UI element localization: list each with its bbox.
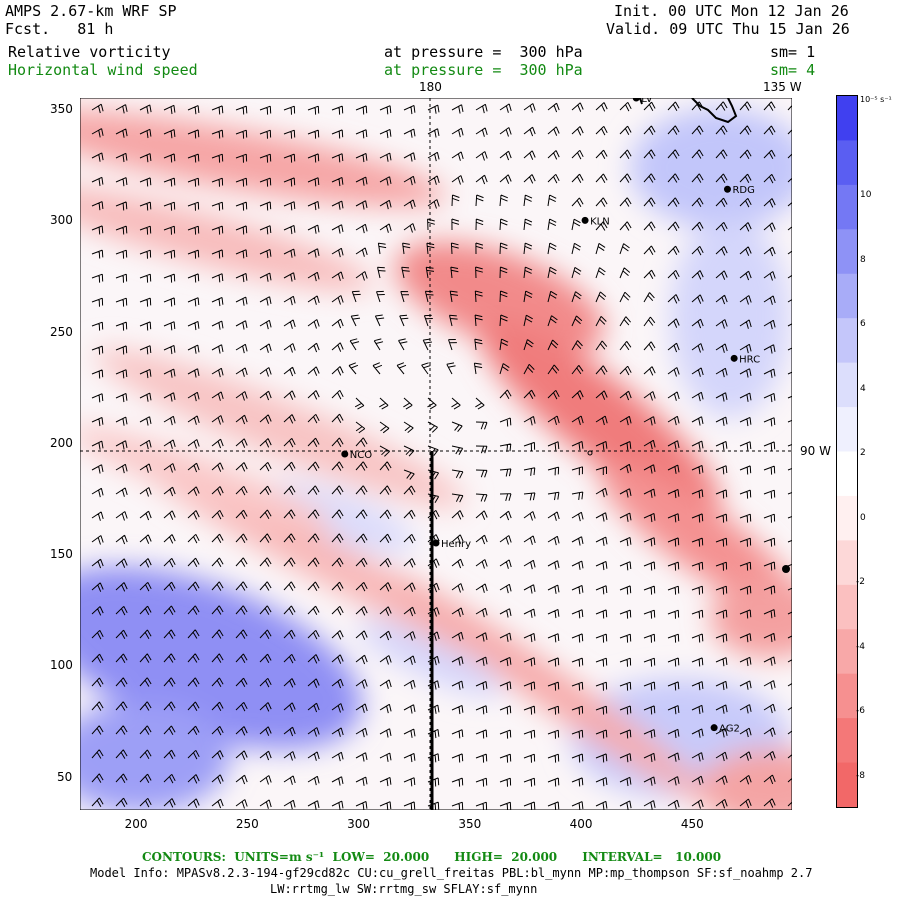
- station-dot-ag2: [710, 724, 718, 732]
- wind-barb-field: [91, 101, 792, 810]
- y-tick-label: 350: [50, 102, 73, 117]
- field1-smoothing: sm= 1: [770, 43, 816, 61]
- colorbar-swatch: [837, 673, 857, 719]
- colorbar-swatch: [837, 407, 857, 452]
- x-tick-label: 450: [680, 817, 704, 831]
- field2-level: at pressure = 300 hPa: [384, 61, 583, 79]
- y-tick-label: 300: [50, 213, 73, 228]
- colorbar-tick-label: 10: [860, 190, 872, 200]
- x-tick-label: 200: [124, 817, 148, 831]
- meridian-label-135w: 135 W: [763, 80, 802, 94]
- colorbar-swatch: [837, 273, 857, 319]
- station-dot-kln: [581, 216, 589, 224]
- station-dot-nco: [341, 450, 349, 458]
- station-label-henry: Henry: [441, 539, 471, 550]
- station-label-ag2: AG2: [719, 724, 740, 735]
- colorbar: [836, 95, 858, 808]
- y-tick-label: 100: [50, 658, 73, 673]
- field2-name: Horizontal wind speed: [8, 61, 198, 79]
- contours-info: CONTOURS: UNITS=m s⁻¹ LOW= 20.000 HIGH= …: [142, 850, 722, 864]
- colorbar-tick-label: 4: [860, 383, 866, 394]
- station-label-lv: LV: [641, 98, 652, 105]
- field1-name: Relative vorticity: [8, 43, 171, 61]
- colorbar-tick-label: -8: [856, 770, 865, 781]
- colorbar-swatch: [837, 362, 857, 408]
- colorbar-swatch: [837, 451, 857, 497]
- wind-barbs: [91, 101, 792, 810]
- colorbar-swatch: [837, 762, 857, 807]
- colorbar-tick-label: 8: [860, 254, 866, 265]
- y-tick-label: 250: [50, 324, 73, 339]
- colorbar-tick-label: 2: [860, 448, 866, 458]
- colorbar-swatch: [837, 229, 857, 275]
- colorbar-swatch: [837, 495, 857, 541]
- edge-station-marker: [782, 565, 790, 573]
- coastline: [691, 98, 738, 124]
- colorbar-swatch: [837, 718, 857, 764]
- init-time: Init. 00 UTC Mon 12 Jan 26: [614, 2, 849, 20]
- colorbar-swatch: [837, 318, 857, 364]
- y-tick-label: 200: [50, 435, 73, 450]
- valid-time: Valid. 09 UTC Thu 15 Jan 26: [606, 20, 850, 38]
- y-tick-label: 150: [50, 547, 73, 562]
- colorbar-units: 10⁻⁵ s⁻¹: [860, 95, 892, 104]
- station-dot-lv: [632, 98, 640, 102]
- x-tick-label: 400: [569, 817, 593, 831]
- colorbar-swatch: [837, 96, 857, 141]
- colorbar-tick-label: -4: [856, 641, 865, 652]
- field2-smoothing: sm= 4: [770, 61, 816, 79]
- model-title: AMPS 2.67-km WRF SP: [5, 2, 177, 20]
- meridian-label-180: 180: [419, 80, 442, 94]
- x-tick-label: 350: [458, 817, 482, 831]
- colorbar-tick-label: -6: [856, 706, 865, 716]
- station-label-hrc: HRC: [739, 354, 760, 365]
- vorticity-shading: [80, 108, 792, 810]
- colorbar-tick-label: 6: [860, 319, 866, 329]
- colorbar-swatch: [837, 140, 857, 186]
- colorbar-swatch: [837, 184, 857, 230]
- station-dot-hrc: [730, 354, 738, 362]
- station-dot-rdg: [723, 185, 731, 193]
- model-info-physics: LW:rrtmg_lw SW:rrtmg_sw SFLAY:sf_mynn: [270, 882, 538, 896]
- colorbar-swatch: [837, 540, 857, 586]
- y-tick-label: 50: [57, 769, 73, 784]
- model-info: Model Info: MPASv8.2.3-194-gf29cd82c CU:…: [90, 866, 813, 880]
- field1-level: at pressure = 300 hPa: [384, 43, 583, 61]
- colorbar-swatch: [837, 629, 857, 675]
- center-marker: [587, 450, 593, 456]
- colorbar-tick-label: -2: [856, 577, 865, 587]
- colorbar-swatch: [837, 584, 857, 630]
- colorbar-tick-label: 0: [860, 512, 866, 523]
- forecast-hour: Fcst. 81 h: [5, 20, 114, 38]
- vorticity-map: RDG KLN HRC NCO Henry AG2 LV: [80, 98, 792, 810]
- station-label-nco: NCO: [350, 450, 372, 461]
- station-label-kln: KLN: [590, 216, 610, 227]
- x-tick-label: 250: [235, 817, 259, 831]
- station-markers: RDG KLN HRC NCO Henry AG2 LV: [341, 98, 760, 735]
- station-label-rdg: RDG: [732, 185, 754, 196]
- meridian-label-90w: 90 W: [800, 444, 831, 458]
- station-dot-henry: [432, 539, 440, 547]
- coastline-fragment: [639, 98, 643, 105]
- x-tick-label: 300: [347, 817, 371, 831]
